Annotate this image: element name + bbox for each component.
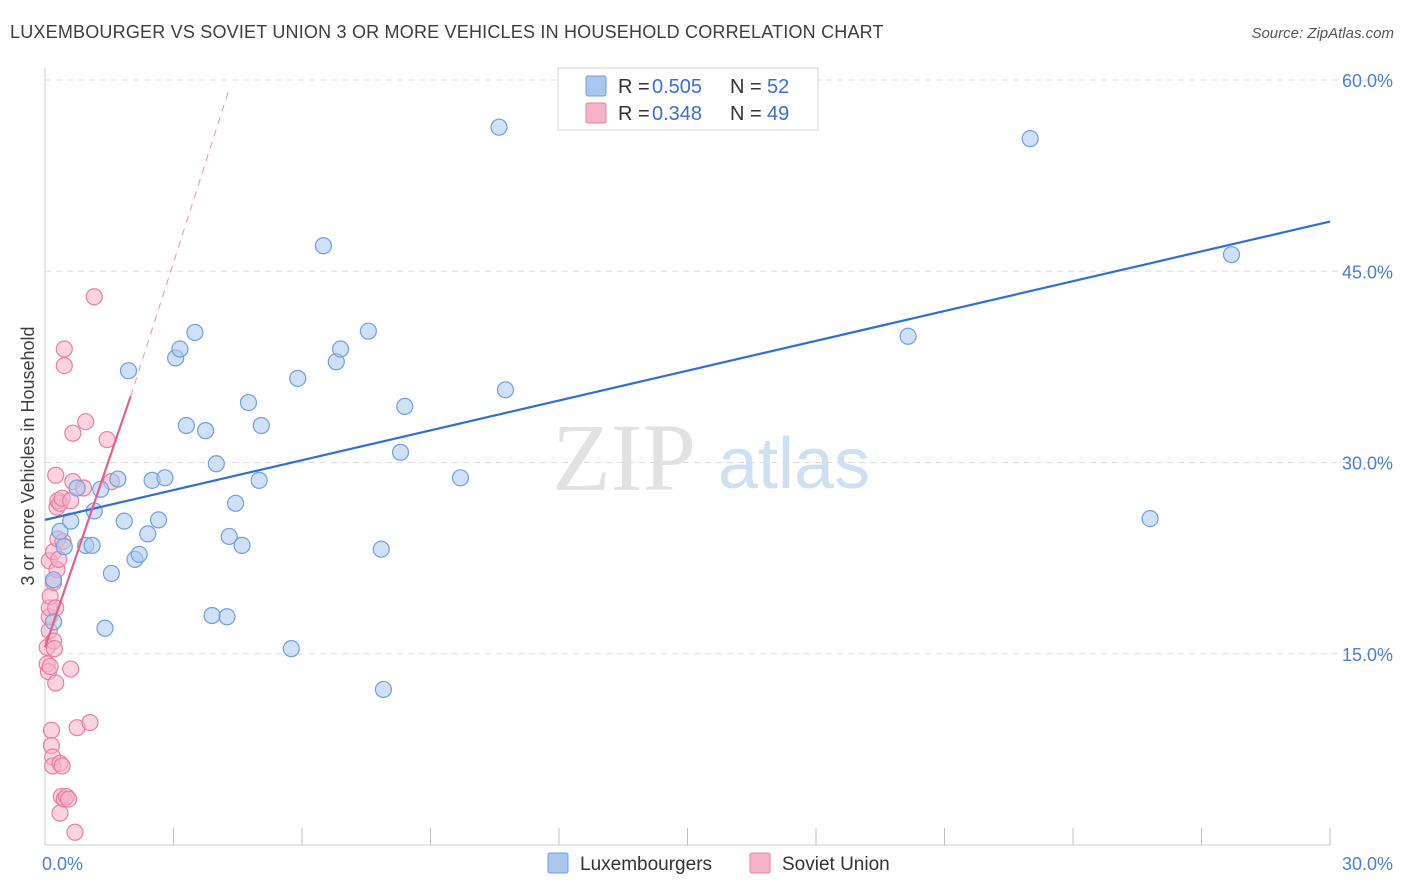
y-tick-label: 30.0% bbox=[1342, 454, 1393, 474]
soviet-union-point bbox=[98, 430, 116, 449]
soviet-union-point bbox=[77, 413, 95, 431]
luxembourgers-point bbox=[207, 455, 225, 473]
luxembourgers-point bbox=[177, 416, 195, 435]
luxembourgers-point bbox=[239, 393, 258, 412]
soviet-union-point bbox=[66, 823, 84, 841]
luxembourgers-point bbox=[899, 327, 917, 345]
grid-lines bbox=[45, 79, 1392, 655]
trend-lines bbox=[43, 88, 1331, 648]
legend-r-label: R = bbox=[618, 76, 650, 98]
legend-swatch-soviet-union bbox=[749, 852, 771, 874]
luxembourgers-point bbox=[391, 443, 410, 461]
luxembourgers-point bbox=[186, 323, 204, 342]
soviet-union-point bbox=[55, 357, 73, 375]
luxembourgers-point bbox=[44, 571, 63, 589]
luxembourgers-point bbox=[115, 512, 133, 530]
trend-line-extension bbox=[130, 88, 230, 397]
legend-r-value: 0.505 bbox=[652, 76, 702, 98]
soviet-union-point bbox=[53, 757, 71, 775]
luxembourgers-point bbox=[233, 536, 251, 554]
x-ticks bbox=[173, 828, 1331, 845]
luxembourgers-point bbox=[372, 540, 390, 558]
luxembourgers-point bbox=[374, 680, 392, 699]
soviet-union-points bbox=[38, 288, 120, 841]
luxembourgers-point bbox=[55, 538, 73, 556]
soviet-union-point bbox=[47, 466, 65, 484]
luxembourgers-point bbox=[156, 469, 174, 487]
luxembourgers-point bbox=[359, 322, 377, 340]
luxembourgers-point bbox=[119, 362, 138, 380]
y-tick-label: 15.0% bbox=[1342, 645, 1393, 665]
luxembourgers-points bbox=[44, 118, 1241, 699]
luxembourgers-point bbox=[331, 340, 350, 358]
legend-swatch-luxembourgers bbox=[585, 75, 607, 97]
soviet-union-point bbox=[42, 721, 61, 739]
luxembourgers-point bbox=[171, 340, 189, 358]
legend-swatch-luxembourgers bbox=[547, 852, 569, 874]
luxembourgers-point bbox=[289, 369, 307, 387]
legend-label-soviet-union: Soviet Union bbox=[782, 854, 890, 875]
luxembourgers-point bbox=[1222, 246, 1241, 264]
soviet-union-point bbox=[81, 713, 99, 732]
watermark-zip: ZIP bbox=[552, 404, 696, 511]
luxembourgers-point bbox=[451, 469, 470, 487]
luxembourgers-point bbox=[490, 118, 508, 136]
y-tick-label: 60.0% bbox=[1342, 71, 1393, 91]
luxembourgers-point bbox=[252, 416, 270, 435]
soviet-union-point bbox=[59, 790, 78, 808]
y-tick-labels: 15.0% 30.0% 45.0% 60.0% bbox=[1342, 71, 1393, 665]
legend-n-value: 49 bbox=[767, 103, 789, 125]
chart-source: Source: ZipAtlas.com bbox=[1251, 25, 1394, 42]
luxembourgers-point bbox=[96, 619, 114, 637]
luxembourgers-trend-line bbox=[44, 220, 1331, 521]
luxembourgers-point bbox=[1141, 509, 1159, 528]
soviet-union-point bbox=[85, 288, 103, 306]
luxembourgers-point bbox=[83, 536, 101, 554]
watermark: ZIP atlas bbox=[552, 404, 870, 511]
luxembourgers-point bbox=[314, 237, 333, 255]
luxembourgers-point bbox=[68, 479, 86, 497]
luxembourgers-point bbox=[203, 606, 221, 625]
luxembourgers-point bbox=[496, 381, 515, 399]
soviet-union-point bbox=[41, 657, 59, 676]
legend-r-label: R = bbox=[618, 103, 650, 125]
soviet-union-point bbox=[45, 640, 64, 658]
x-tick-label: 30.0% bbox=[1342, 854, 1393, 874]
series-legend: Luxembourgers Soviet Union bbox=[547, 852, 890, 875]
luxembourgers-point bbox=[250, 471, 268, 489]
luxembourgers-point bbox=[218, 608, 236, 626]
soviet-union-trend-line bbox=[43, 395, 132, 648]
soviet-union-point bbox=[62, 660, 80, 678]
luxembourgers-point bbox=[139, 525, 157, 543]
luxembourgers-point bbox=[227, 494, 245, 512]
soviet-union-point bbox=[47, 674, 65, 692]
luxembourgers-point bbox=[220, 527, 238, 546]
luxembourgers-point bbox=[149, 511, 168, 529]
watermark-atlas: atlas bbox=[718, 424, 870, 504]
luxembourgers-point bbox=[197, 422, 215, 440]
correlation-legend: R = 0.505 N = 52 R = 0.348 N = 49 bbox=[557, 67, 819, 131]
luxembourgers-point bbox=[109, 470, 127, 488]
legend-n-label: N = bbox=[730, 76, 762, 98]
legend-r-value: 0.348 bbox=[652, 103, 702, 125]
luxembourgers-point bbox=[1021, 130, 1039, 148]
luxembourgers-point bbox=[130, 545, 148, 563]
legend-n-value: 52 bbox=[767, 76, 789, 98]
luxembourgers-point bbox=[396, 397, 414, 415]
x-tick-label: 0.0% bbox=[42, 854, 83, 874]
chart-title: LUXEMBOURGER VS SOVIET UNION 3 OR MORE V… bbox=[10, 22, 884, 42]
y-tick-label: 45.0% bbox=[1342, 262, 1393, 282]
luxembourgers-point bbox=[282, 640, 300, 658]
legend-label-luxembourgers: Luxembourgers bbox=[580, 854, 712, 875]
x-tick-labels: 0.0% 30.0% bbox=[42, 854, 1393, 874]
y-axis-label: 3 or more Vehicles in Household bbox=[18, 326, 38, 585]
legend-swatch-soviet-union bbox=[585, 102, 607, 124]
soviet-union-point bbox=[64, 424, 82, 442]
soviet-union-point bbox=[55, 340, 73, 358]
luxembourgers-point bbox=[102, 564, 120, 583]
legend-n-label: N = bbox=[730, 103, 762, 125]
